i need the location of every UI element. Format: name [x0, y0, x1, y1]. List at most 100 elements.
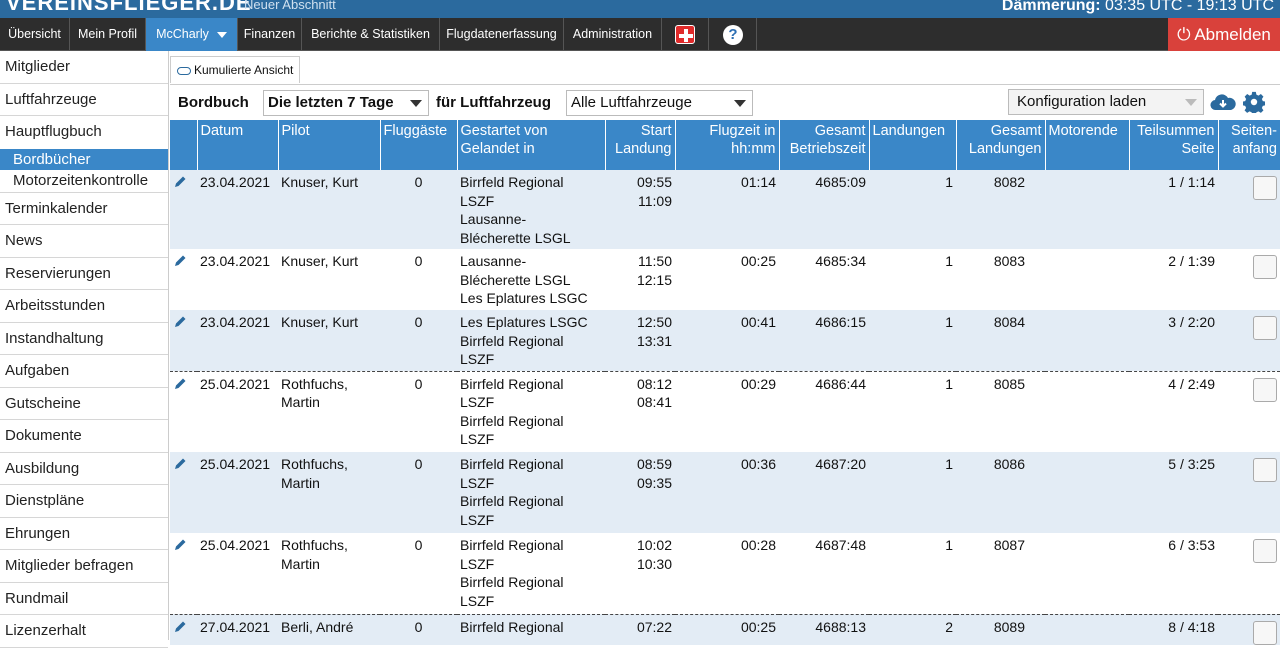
- cell-motorende: [1045, 452, 1129, 533]
- cell-teilsumme: 1 / 1:14: [1129, 170, 1218, 249]
- main-nav: Übersicht Mein Profil McCharly Finanzen …: [0, 18, 1280, 51]
- sidebar-item-terminkalender[interactable]: Terminkalender: [0, 193, 168, 225]
- first-aid-icon[interactable]: [675, 25, 695, 44]
- cell-edit: [170, 170, 197, 249]
- sidebar-item-reservierungen[interactable]: Reservierungen: [0, 258, 168, 290]
- pilot-line1: Rothfuchs,: [281, 456, 348, 472]
- cell-gesamt-landungen: 8089: [956, 613, 1045, 645]
- nav-help[interactable]: [709, 18, 757, 51]
- sidebar-item-mitglieder-befragen[interactable]: Mitglieder befragen: [0, 550, 168, 583]
- sidebar-item-mitglieder[interactable]: Mitglieder: [0, 51, 168, 84]
- table-row[interactable]: 25.04.2021 Rothfuchs, Martin 0 Birrfeld R…: [170, 533, 1280, 614]
- col-fluggaeste-label: Fluggäste: [383, 123, 448, 139]
- gear-icon[interactable]: [1243, 91, 1265, 113]
- sidebar-item-instandhaltung[interactable]: Instandhaltung: [0, 323, 168, 355]
- cell-motorende: [1045, 533, 1129, 614]
- table-row[interactable]: 27.04.2021 Berli, André 0 Birrfeld Regio…: [170, 613, 1280, 645]
- cell-flugzeit: 00:29: [675, 370, 779, 452]
- seitenanfang-checkbox[interactable]: [1253, 458, 1277, 482]
- nav-mccharly-label: McCharly: [156, 27, 209, 41]
- col-seitenanfang[interactable]: Seiten-anfang: [1217, 120, 1280, 170]
- cell-betriebszeit: 4687:20: [779, 452, 869, 533]
- col-teilsummen-label2: Seite: [1181, 141, 1215, 157]
- logout-button[interactable]: ⏻ Abmelden: [1168, 18, 1280, 51]
- sidebar-item-rundmail[interactable]: Rundmail: [0, 583, 168, 615]
- landing-time: 09:35: [636, 474, 672, 491]
- landing-time: 12:15: [636, 271, 672, 288]
- cell-pilot: Berli, André: [278, 613, 380, 645]
- sidebar-item-arbeitsstunden[interactable]: Arbeitsstunden: [0, 290, 168, 323]
- help-icon[interactable]: ?: [723, 25, 743, 45]
- pencil-icon[interactable]: [173, 538, 187, 552]
- col-gestartet[interactable]: Gestartet von Gelandet in: [456, 120, 605, 170]
- pencil-icon[interactable]: [173, 175, 187, 189]
- cell-edit: [170, 533, 197, 614]
- route-line: Birrfeld Regional: [460, 332, 564, 349]
- table-row[interactable]: 23.04.2021 Knuser, Kurt 0 Lausanne- Bléch…: [170, 249, 1280, 310]
- sidebar-item-aufgaben[interactable]: Aufgaben: [0, 355, 168, 388]
- route-line: Birrfeld Regional: [460, 618, 564, 635]
- cell-betriebszeit: 4687:48: [815, 537, 866, 553]
- sidebar-item-news[interactable]: News: [0, 225, 168, 258]
- seitenanfang-checkbox[interactable]: [1253, 620, 1277, 645]
- seitenanfang-checkbox[interactable]: [1253, 176, 1277, 200]
- pencil-icon[interactable]: [173, 457, 187, 471]
- cell-datum: 25.04.2021: [197, 452, 278, 533]
- table-row[interactable]: 25.04.2021 Rothfuchs, Martin 0 Birrfeld R…: [170, 370, 1280, 452]
- nav-emergency[interactable]: [662, 18, 709, 51]
- sidebar-item-hauptflugbuch[interactable]: Hauptflugbuch: [5, 123, 102, 140]
- config-select[interactable]: Konfiguration laden: [1008, 89, 1204, 115]
- pencil-icon[interactable]: [173, 315, 187, 329]
- sidebar-item-bordbuecher[interactable]: Bordbücher: [0, 148, 168, 170]
- aircraft-select[interactable]: Alle Luftfahrzeuge: [566, 90, 753, 116]
- pencil-icon[interactable]: [173, 620, 187, 634]
- col-pilot[interactable]: Pilot: [277, 120, 380, 170]
- sidebar-item-ehrungen[interactable]: Ehrungen: [0, 518, 168, 550]
- nav-berichte[interactable]: Berichte & Statistiken: [302, 18, 440, 51]
- seitenanfang-checkbox[interactable]: [1253, 377, 1277, 402]
- cell-betriebszeit: 4686:15: [779, 310, 869, 371]
- col-landungen[interactable]: Landungen: [868, 120, 956, 170]
- col-start[interactable]: Start Landung: [604, 120, 675, 170]
- sidebar-item-dienstplaene[interactable]: Dienstpläne: [0, 485, 168, 518]
- nav-finanzen[interactable]: Finanzen: [238, 18, 302, 51]
- table-row[interactable]: 23.04.2021 Knuser, Kurt 0 Birrfeld Regio…: [170, 170, 1280, 249]
- cell-pilot: Rothfuchs, Martin: [278, 452, 380, 533]
- col-motorende[interactable]: Motorende: [1044, 120, 1129, 170]
- cell-fluggaeste: 0: [380, 452, 457, 533]
- nav-mccharly[interactable]: McCharly: [146, 18, 238, 51]
- sidebar-item-motorzeitenkontrolle[interactable]: Motorzeitenkontrolle: [0, 170, 168, 193]
- col-betriebszeit[interactable]: Gesamt Betriebszeit: [778, 120, 869, 170]
- nav-mein-profil[interactable]: Mein Profil: [70, 18, 146, 51]
- cell-seitenanfang: [1218, 452, 1280, 533]
- sidebar-item-lizenzerhalt[interactable]: Lizenzerhalt: [0, 615, 168, 648]
- nav-administration[interactable]: Administration: [564, 18, 662, 51]
- cell-landungen: 1: [869, 370, 956, 452]
- nav-flugdatenerfassung[interactable]: Flugdatenerfassung: [440, 18, 564, 51]
- sidebar-item-luftfahrzeuge[interactable]: Luftfahrzeuge: [0, 84, 168, 116]
- period-select[interactable]: Die letzten 7 Tage: [263, 90, 429, 116]
- pencil-icon[interactable]: [173, 377, 187, 391]
- col-gesamt-landungen[interactable]: Gesamt Landungen: [955, 120, 1045, 170]
- col-fluggaeste[interactable]: Fluggäste: [379, 120, 457, 170]
- col-datum[interactable]: Datum: [196, 120, 278, 170]
- sidebar-item-gutscheine[interactable]: Gutscheine: [0, 388, 168, 420]
- seitenanfang-checkbox[interactable]: [1253, 255, 1277, 279]
- cell-pilot: Knuser, Kurt: [278, 249, 380, 310]
- aircraft-value: Alle Luftfahrzeuge: [571, 94, 692, 111]
- sidebar-item-ausbildung[interactable]: Ausbildung: [0, 453, 168, 485]
- tab-kumulierte-ansicht[interactable]: Kumulierte Ansicht: [170, 56, 301, 83]
- table-row[interactable]: 23.04.2021 Knuser, Kurt 0 Les Eplatures …: [170, 310, 1280, 371]
- cell-pilot: Knuser, Kurt: [278, 170, 380, 249]
- pencil-icon[interactable]: [173, 254, 187, 268]
- col-betrieb-label2: Betriebszeit: [789, 141, 866, 157]
- sidebar-item-dokumente[interactable]: Dokumente: [0, 420, 168, 453]
- table-row[interactable]: 25.04.2021 Rothfuchs, Martin 0 Birrfeld R…: [170, 452, 1280, 533]
- nav-uebersicht[interactable]: Übersicht: [0, 18, 70, 51]
- cell-motorende: [1045, 613, 1129, 645]
- seitenanfang-checkbox[interactable]: [1253, 539, 1277, 563]
- cloud-download-icon[interactable]: [1210, 92, 1236, 112]
- col-teilsummen[interactable]: Teilsummen Seite: [1128, 120, 1218, 170]
- seitenanfang-checkbox[interactable]: [1253, 316, 1277, 340]
- col-flugzeit[interactable]: Flugzeit in hh:mm: [674, 120, 779, 170]
